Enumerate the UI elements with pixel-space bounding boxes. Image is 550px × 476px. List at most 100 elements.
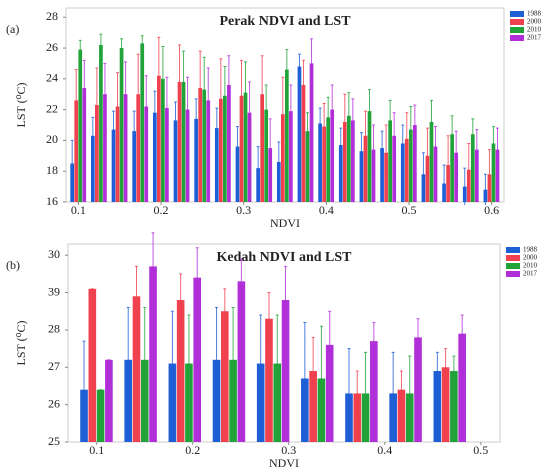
x-tick-label: 0.2 (185, 443, 200, 457)
bar (309, 63, 314, 202)
bar (90, 135, 95, 202)
bar (235, 146, 240, 202)
x-tick-label: 0.6 (484, 203, 499, 217)
y-tick-label: 24 (46, 71, 58, 85)
bar (367, 111, 372, 202)
legend-swatch (510, 19, 524, 25)
bar (239, 95, 244, 202)
bar (458, 333, 466, 442)
bar (412, 125, 417, 202)
bar (359, 151, 364, 202)
x-tick-label: 0.2 (154, 203, 169, 217)
y-tick-label: 25 (48, 434, 60, 448)
bar (388, 120, 393, 202)
x-tick-label: 0.5 (401, 203, 416, 217)
bar (176, 300, 185, 442)
bar (326, 117, 331, 202)
bar (227, 84, 231, 202)
y-axis-label: LST (⁰C) (14, 83, 28, 128)
bar (264, 109, 269, 202)
bar (96, 389, 105, 442)
bar (309, 371, 317, 442)
bar (99, 44, 103, 203)
bar (115, 106, 120, 202)
bar (214, 128, 219, 202)
y-axis-label: LST (⁰C) (14, 321, 28, 366)
x-tick-label: 0.3 (236, 203, 251, 217)
y-tick-label: 22 (46, 101, 58, 115)
bar (144, 106, 149, 202)
bar (454, 152, 459, 202)
chart-title: Kedah NDVI and LST (217, 250, 353, 265)
legend-label: 2010 (527, 26, 542, 34)
y-tick-label: 16 (46, 194, 58, 208)
y-tick-label: 39 (48, 284, 60, 298)
bar (103, 94, 107, 202)
y-tick-label: 26 (46, 40, 58, 54)
legend-label: 2000 (527, 18, 542, 26)
bar (400, 143, 405, 202)
bar (218, 98, 223, 202)
bar (177, 81, 182, 202)
bar (380, 148, 384, 202)
bar (123, 94, 128, 202)
bar (198, 88, 203, 202)
bar (370, 341, 378, 442)
bar (260, 94, 265, 202)
bar (450, 371, 458, 442)
legend-swatch (506, 255, 520, 261)
bar (194, 118, 199, 202)
bar (353, 393, 362, 442)
legend-swatch (510, 35, 524, 41)
bar (495, 149, 500, 202)
panel-label: (b) (6, 258, 20, 272)
bar (161, 78, 165, 202)
bar (149, 266, 157, 442)
x-tick-label: 0.4 (377, 443, 392, 457)
bar (111, 129, 116, 202)
legend-label: 2010 (523, 262, 538, 270)
bar (322, 126, 326, 202)
legend-label: 2000 (523, 254, 538, 262)
bar (289, 111, 293, 202)
x-tick-label: 0.5 (473, 443, 488, 457)
legend-swatch (510, 27, 524, 33)
bar (223, 95, 227, 202)
x-axis-label: NDVI (270, 216, 300, 230)
bar (433, 371, 442, 442)
bar (338, 145, 343, 202)
bar (285, 69, 289, 202)
bar (404, 138, 409, 202)
bar (433, 146, 438, 202)
y-tick-label: 18 (46, 163, 58, 177)
bar (105, 359, 113, 442)
y-tick-label: 30 (48, 247, 60, 261)
bar (450, 134, 454, 202)
legend-swatch (506, 271, 520, 277)
bar (185, 109, 190, 202)
bar (325, 344, 334, 442)
bar (297, 66, 302, 202)
bar (470, 134, 475, 202)
bar (95, 105, 99, 202)
bar (165, 108, 169, 202)
legend-label: 1988 (523, 246, 538, 254)
panel-label: (a) (6, 22, 19, 36)
legend-label: 2017 (527, 34, 542, 42)
y-tick-label: 28 (46, 9, 58, 23)
bar (441, 367, 450, 442)
bar (140, 43, 145, 203)
bar (346, 115, 351, 202)
bar (330, 109, 335, 202)
chart-title: Perak NDVI and LST (219, 14, 351, 29)
bar (82, 88, 87, 202)
bar (247, 112, 252, 202)
bar (280, 114, 285, 202)
bar (202, 89, 207, 202)
legend-swatch (506, 263, 520, 269)
bar (392, 135, 397, 202)
x-tick-label: 0.1 (89, 443, 104, 457)
bar (173, 120, 178, 202)
x-tick-label: 0.1 (71, 203, 86, 217)
